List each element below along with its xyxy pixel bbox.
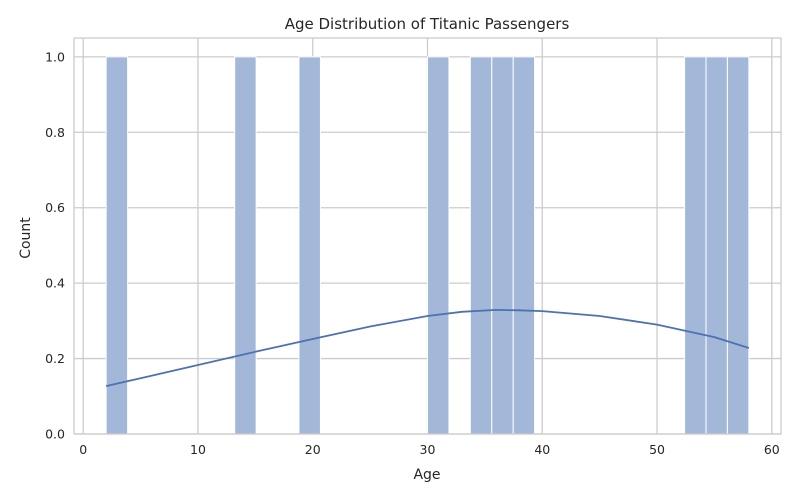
x-axis-ticks: 0 10 20 30 40 50 60 bbox=[79, 442, 780, 457]
x-tick-label-1: 10 bbox=[190, 442, 206, 457]
histogram-bar-2 bbox=[298, 56, 321, 435]
y-axis-label: Count bbox=[18, 217, 34, 259]
y-tick-label-5: 1.0 bbox=[45, 49, 65, 64]
histogram-bar-8 bbox=[705, 56, 728, 435]
x-tick-label-3: 30 bbox=[420, 442, 436, 457]
x-tick-label-0: 0 bbox=[79, 442, 87, 457]
chart-title: Age Distribution of Titanic Passengers bbox=[285, 15, 570, 33]
y-tick-label-1: 0.2 bbox=[45, 351, 65, 366]
x-tick-label-6: 60 bbox=[764, 442, 780, 457]
histogram-bar-5 bbox=[491, 56, 514, 435]
y-tick-label-3: 0.6 bbox=[45, 200, 65, 215]
y-tick-label-4: 0.8 bbox=[45, 125, 65, 140]
histogram-bar-6 bbox=[512, 56, 536, 435]
y-tick-label-0: 0.0 bbox=[45, 427, 65, 442]
plot-frame bbox=[73, 37, 782, 435]
y-tick-label-2: 0.4 bbox=[45, 276, 65, 291]
x-axis-label: Age bbox=[413, 467, 440, 483]
kde-curve bbox=[105, 308, 750, 387]
histogram-bar-1 bbox=[234, 56, 257, 435]
histogram-bars bbox=[105, 56, 750, 435]
x-tick-label-5: 50 bbox=[649, 442, 665, 457]
histogram-bar-4 bbox=[469, 56, 493, 435]
histogram-bar-3 bbox=[427, 56, 450, 435]
x-tick-label-4: 40 bbox=[534, 442, 550, 457]
x-tick-label-2: 20 bbox=[305, 442, 321, 457]
histogram-bar-0 bbox=[105, 56, 129, 435]
y-axis-ticks: 0.0 0.2 0.4 0.6 0.8 1.0 bbox=[45, 49, 65, 441]
histogram-bar-7 bbox=[684, 56, 707, 435]
histogram-bar-9 bbox=[726, 56, 750, 435]
